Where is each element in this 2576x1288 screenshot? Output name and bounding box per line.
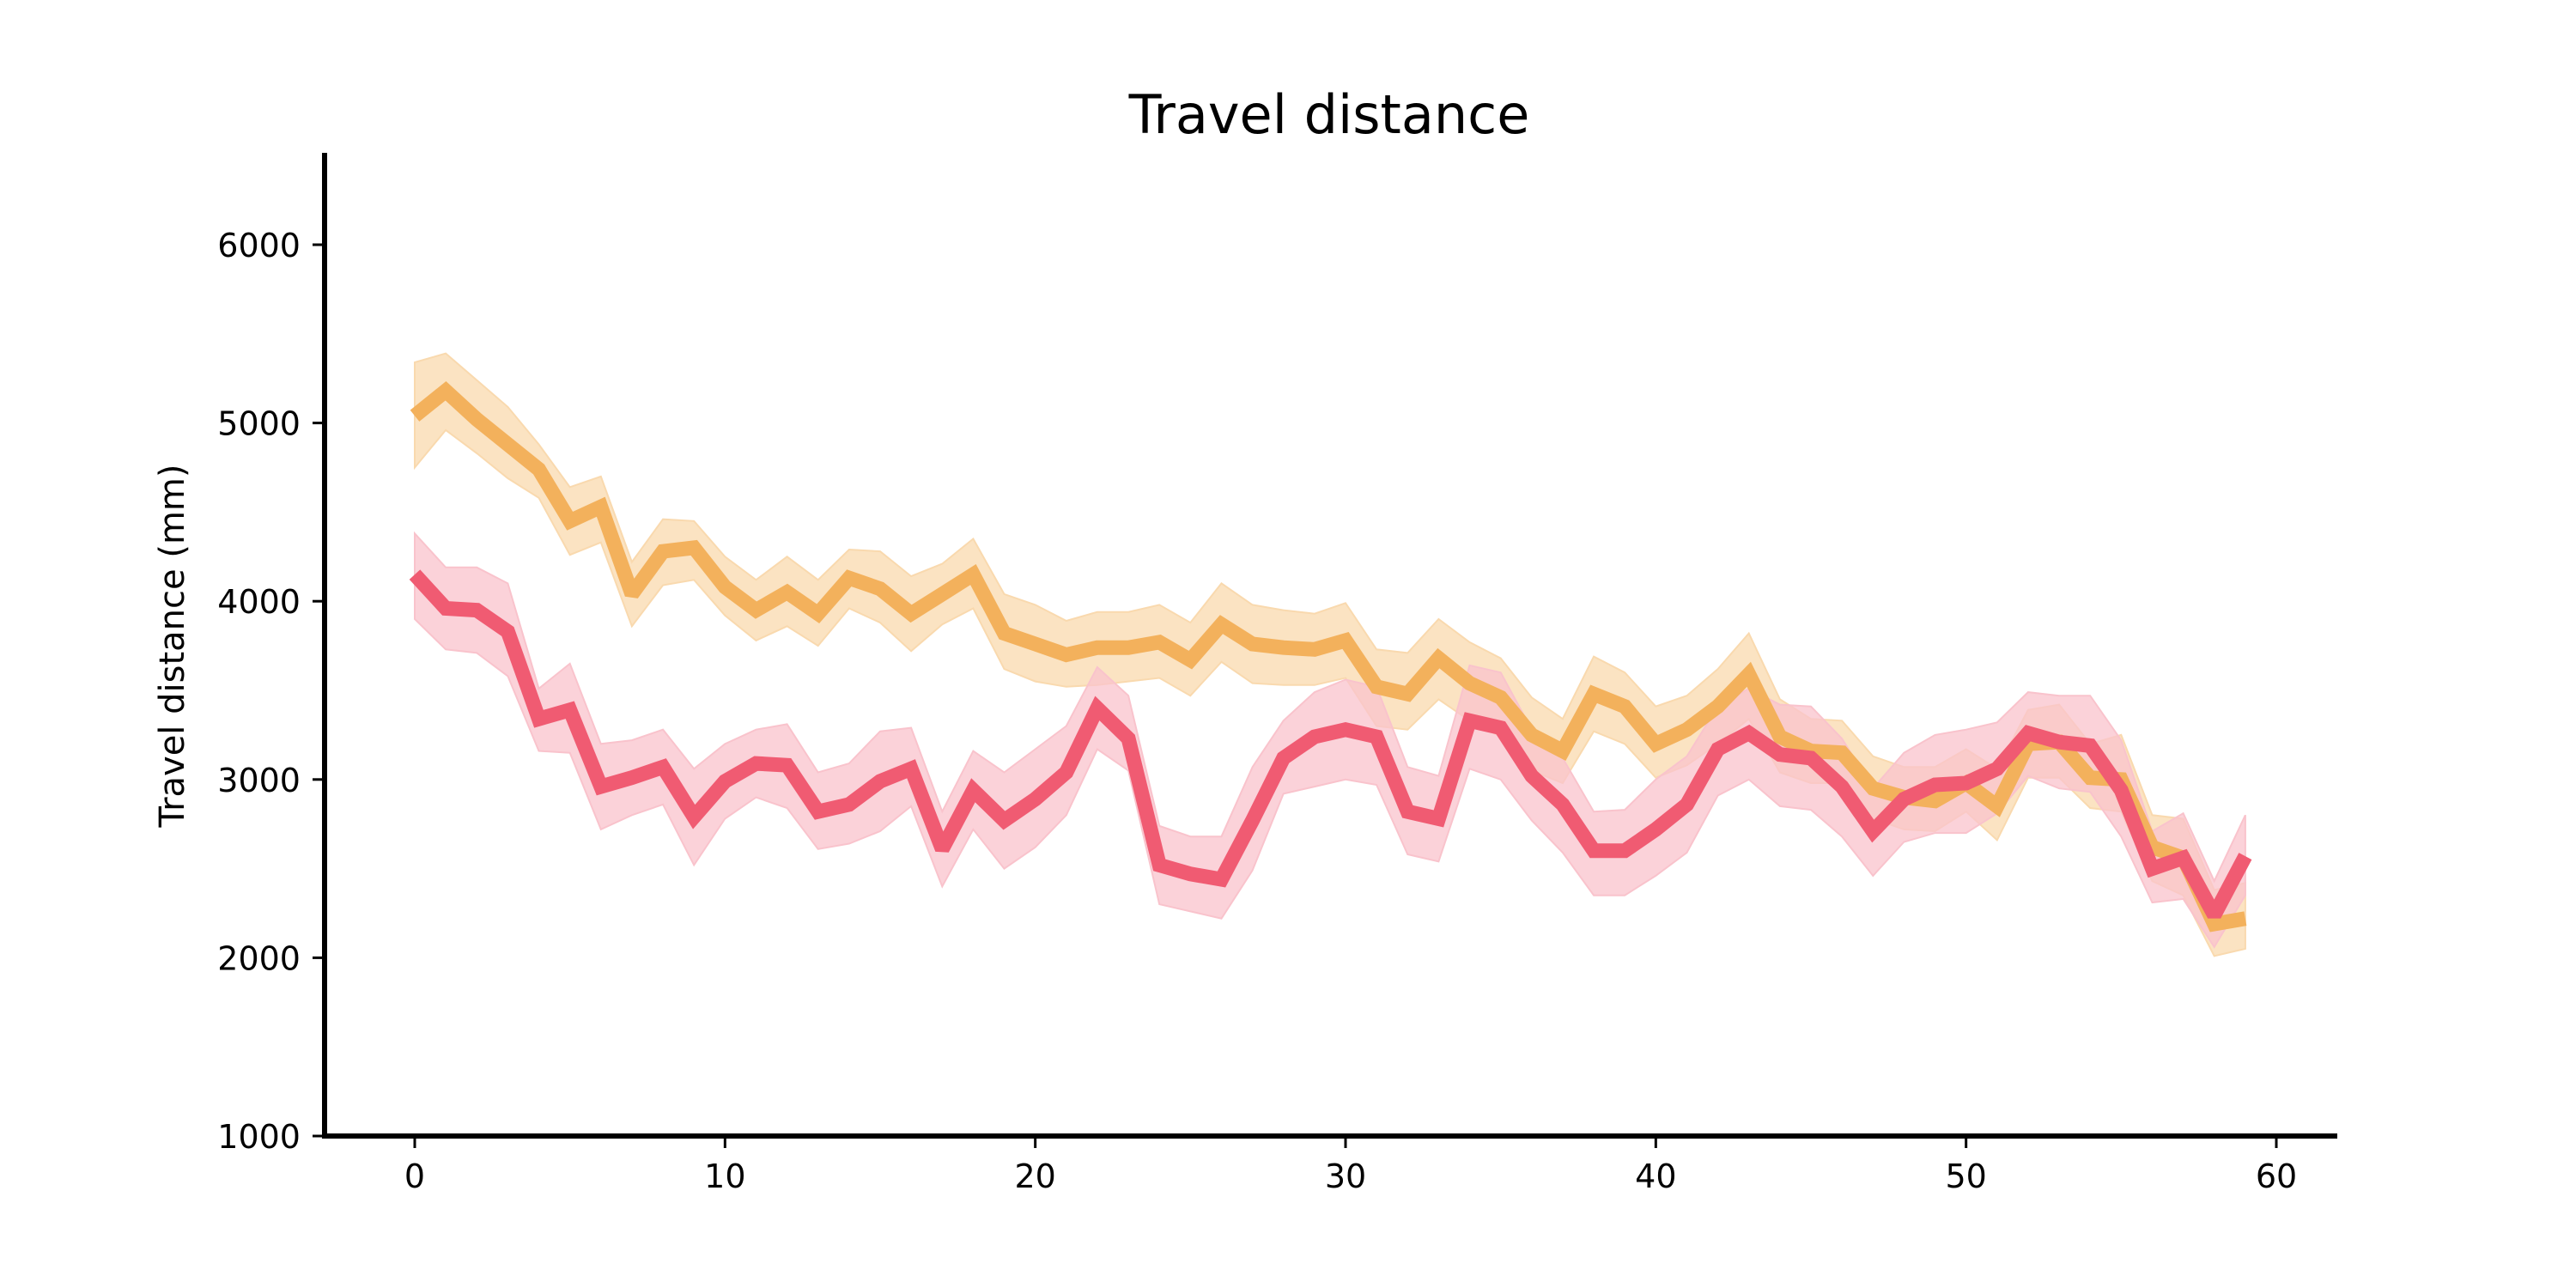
series-2-line: [409, 569, 2252, 919]
axes: 0 10 20 30 40 50 60 1000 2000 3000 4000 5000 6000: [217, 153, 2337, 1195]
x-tick-label: 40: [1635, 1157, 1676, 1195]
y-tick-label: 4000: [217, 583, 301, 621]
x-tick-label: 30: [1325, 1157, 1366, 1195]
y-tick-label: 6000: [217, 227, 301, 264]
series-1-line: [410, 380, 2247, 933]
x-tick-label: 10: [704, 1157, 745, 1195]
y-tick-label: 1000: [217, 1118, 301, 1156]
y-tick-label: 5000: [217, 405, 301, 443]
x-tick-label: 20: [1014, 1157, 1055, 1195]
x-tick-label: 50: [1945, 1157, 1986, 1195]
y-axis-title: Travel distance (mm): [153, 465, 192, 829]
series-lines: [409, 380, 2252, 933]
chart-title: Travel distance: [1128, 83, 1530, 146]
series-1-band: [414, 352, 2246, 957]
y-tick-label: 3000: [217, 762, 301, 799]
confidence-bands: [414, 352, 2246, 957]
x-tick-label: 60: [2256, 1157, 2297, 1195]
x-tick-label: 0: [404, 1157, 425, 1195]
y-tick-label: 2000: [217, 939, 301, 977]
